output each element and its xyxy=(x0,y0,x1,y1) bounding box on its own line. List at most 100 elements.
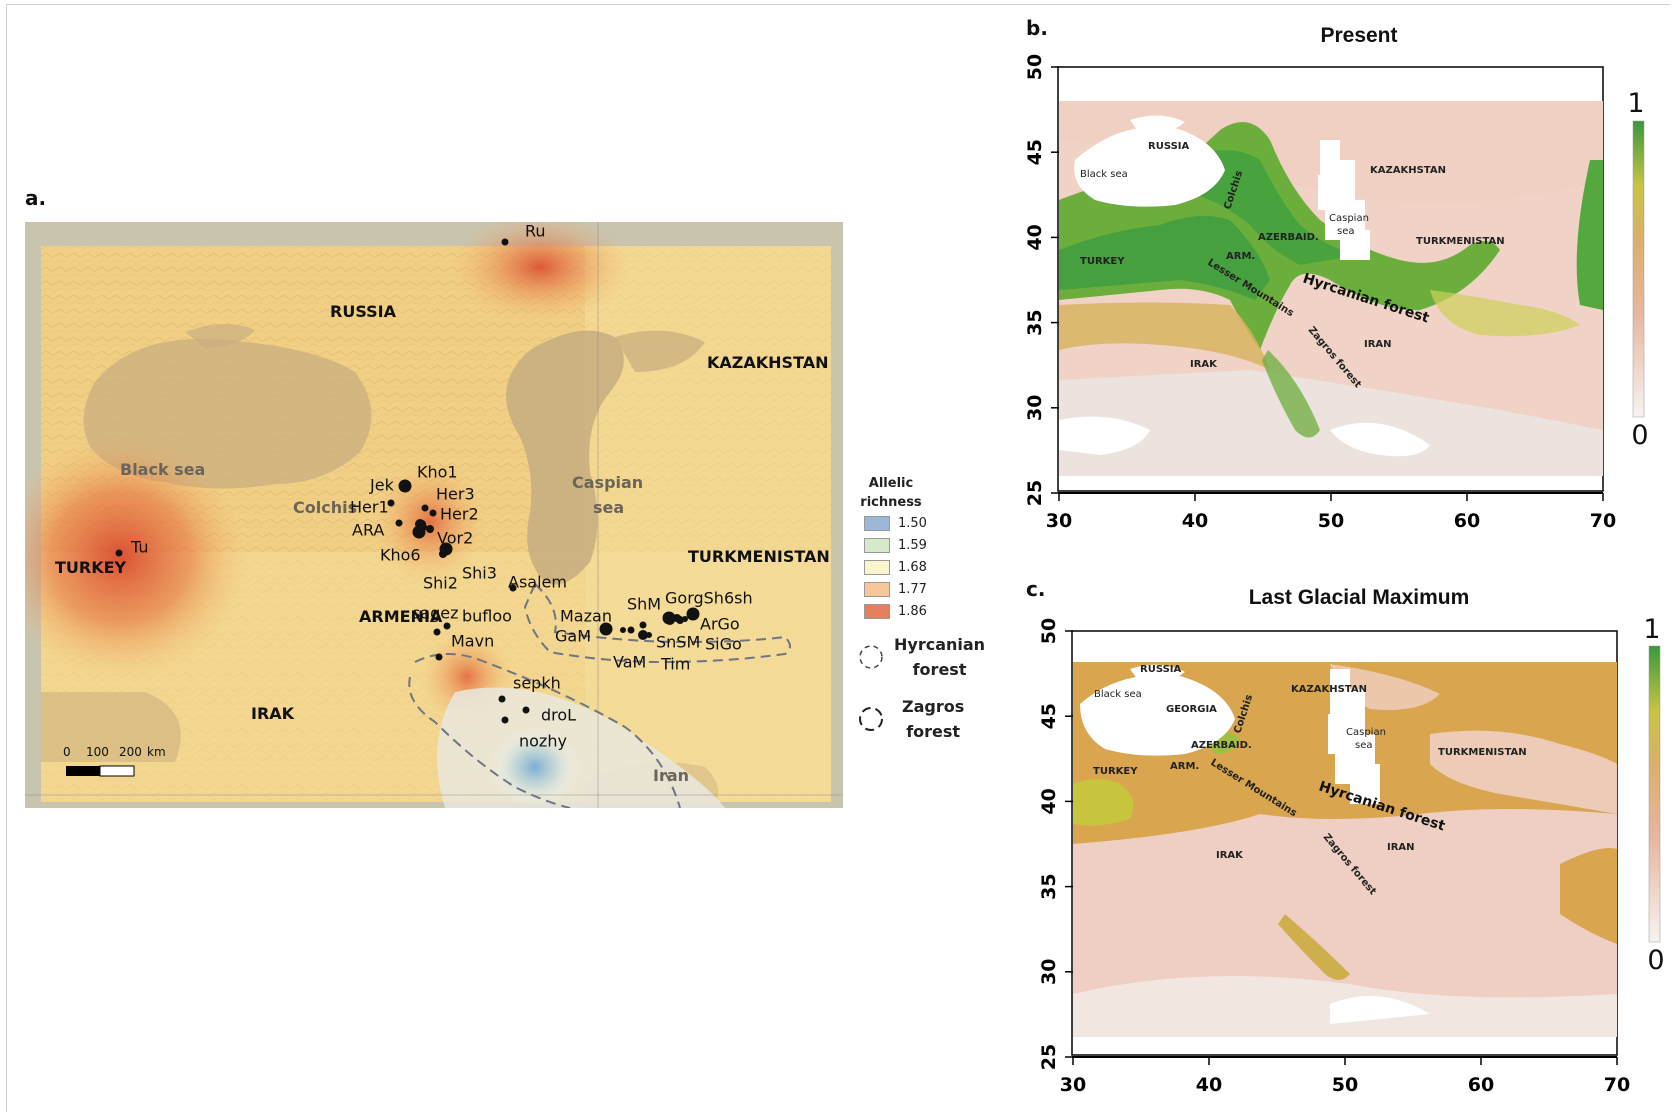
y-tick-label: 50 xyxy=(1024,54,1046,80)
c-label-georgia: GEORGIA xyxy=(1166,704,1217,715)
legend-zagros: Zagros forest xyxy=(856,694,986,744)
y-tick-label: 30 xyxy=(1024,395,1046,421)
label-russia: RUSSIA xyxy=(330,302,397,321)
site-marker-drol xyxy=(522,706,530,714)
c-colorbar-max: 1 xyxy=(1643,614,1660,645)
c-label-kazakhstan: KAZAKHSTAN xyxy=(1291,684,1367,695)
site-label-tu: Tu xyxy=(130,538,148,557)
legend-hyrcanian: Hyrcanian forest xyxy=(856,632,986,682)
b-label-arm: ARM. xyxy=(1226,251,1255,262)
x-tick-label: 60 xyxy=(1454,510,1480,532)
legend-hyrcanian-line2: forest xyxy=(912,660,967,679)
scale-bar: 0 100 200 km xyxy=(63,745,166,777)
legend-zagros-line1: Zagros xyxy=(902,697,965,716)
hyrcanian-outline xyxy=(523,582,791,664)
site-label-her1: Her1 xyxy=(350,498,389,517)
legend-value: 1.86 xyxy=(898,603,927,619)
label-turkmenistan: TURKMENISTAN xyxy=(688,547,830,566)
b-label-caspian: Caspian xyxy=(1329,213,1369,224)
site-dot xyxy=(426,525,434,533)
c-x-axis: 30 40 50 60 70 xyxy=(1060,1057,1630,1096)
lgm-black-sea xyxy=(1080,674,1235,756)
y-tick-label: 45 xyxy=(1024,139,1046,165)
b-label-caspian-sea: sea xyxy=(1337,226,1355,237)
site-marker-ru xyxy=(501,238,509,246)
legend-swatch xyxy=(864,581,890,597)
c-label-turkey: TURKEY xyxy=(1093,766,1138,777)
legend-item: 1.68 xyxy=(864,556,986,578)
b-colorbar-min: 0 xyxy=(1631,420,1648,451)
site-marker-jek xyxy=(398,479,412,493)
site-label-ara: ARA xyxy=(352,521,384,540)
site-label-shi3: Shi3 xyxy=(462,564,497,583)
iran-coolspot xyxy=(490,727,580,807)
legend-swatch xyxy=(864,559,890,575)
site-marker-shm xyxy=(639,621,647,629)
lgm-turkey-suitable xyxy=(1073,779,1134,826)
lgm-caspian xyxy=(1328,669,1380,804)
site-marker-sepkh xyxy=(498,695,506,703)
label-irak: IRAK xyxy=(251,704,295,723)
site-marker-shi2 xyxy=(415,519,425,529)
site-label-argo: ArGo xyxy=(700,615,740,634)
hyrcanian-dashed-icon xyxy=(859,645,883,669)
panel-b-label: b. xyxy=(1026,16,1048,40)
site-marker-gorgsh6sh xyxy=(686,607,700,621)
y-tick-label: 30 xyxy=(1038,959,1060,985)
y-tick-label: 25 xyxy=(1024,480,1046,506)
site-label-gorgsh6sh: GorgSh6sh xyxy=(665,589,753,608)
site-label-vor2: Vor2 xyxy=(437,529,473,548)
legend-item: 1.59 xyxy=(864,534,986,556)
label-kazakhstan: KAZAKHSTAN xyxy=(707,353,829,372)
site-marker-gam xyxy=(599,622,613,636)
c-label-irak: IRAK xyxy=(1216,850,1244,861)
b-label-turkmenistan: TURKMENISTAN xyxy=(1416,236,1505,247)
panel-c-title: Last Glacial Maximum xyxy=(1248,586,1470,609)
site-dot xyxy=(682,616,688,622)
c-y-axis: 25 30 35 40 45 50 xyxy=(1038,618,1073,1070)
c-label-arm: ARM. xyxy=(1170,761,1199,772)
legend-item: 1.50 xyxy=(864,512,986,534)
russia-hotspot xyxy=(450,222,630,322)
figure-frame xyxy=(6,4,1670,1112)
site-label-shi2: Shi2 xyxy=(423,574,458,593)
b-x-axis: 30 40 50 60 70 xyxy=(1046,493,1616,532)
present-black-sea xyxy=(1074,126,1225,207)
site-label-bufloo: bufloo xyxy=(462,607,512,626)
site-label-ru: Ru xyxy=(525,222,546,241)
site-marker-nozhy xyxy=(501,716,509,724)
legend-swatch xyxy=(864,537,890,553)
b-label-russia: RUSSIA xyxy=(1148,141,1189,152)
site-marker-vam xyxy=(627,626,635,634)
scale-tick-0: 0 xyxy=(63,745,71,759)
legend-title-line2: richness xyxy=(860,495,922,510)
site-label-shm: ShM xyxy=(627,595,661,614)
c-label-black-sea: Black sea xyxy=(1094,689,1142,700)
c-colorbar xyxy=(1648,645,1661,943)
label-iran: Iran xyxy=(653,766,689,785)
label-black-sea: Black sea xyxy=(120,460,205,479)
lgm-suitability-map: RUSSIA KAZAKHSTAN Black sea Colchis GEOR… xyxy=(1038,614,1665,1096)
c-label-caspian: Caspian xyxy=(1346,727,1386,738)
c-label-azerbaid: AZERBAID. xyxy=(1191,740,1252,751)
b-label-turkey: TURKEY xyxy=(1080,256,1125,267)
site-label-snsm: SnSM xyxy=(656,633,700,652)
legend-title-line1: Allelic xyxy=(868,476,914,491)
site-marker-bufloo xyxy=(443,622,451,630)
x-tick-label: 30 xyxy=(1060,1074,1086,1096)
site-marker-her2 xyxy=(429,509,437,517)
site-marker-snsm xyxy=(638,630,648,640)
site-marker-her1 xyxy=(387,499,395,507)
x-tick-label: 60 xyxy=(1468,1074,1494,1096)
site-label-tim: Tim xyxy=(660,655,690,674)
site-label-sepkh: sepkh xyxy=(513,674,561,693)
scale-bar-light xyxy=(99,765,135,777)
site-marker-vor2 xyxy=(439,542,453,556)
b-y-axis: 25 30 35 40 45 50 xyxy=(1024,54,1059,506)
c-label-turkmenistan: TURKMENISTAN xyxy=(1438,747,1527,758)
site-marker-asalem xyxy=(509,584,517,592)
b-label-azerbaid: AZERBAID. xyxy=(1258,232,1319,243)
turkey-hotspot xyxy=(25,437,245,677)
allelic-richness-map: RUSSIA KAZAKHSTAN Black sea Colchis Casp… xyxy=(25,222,843,808)
